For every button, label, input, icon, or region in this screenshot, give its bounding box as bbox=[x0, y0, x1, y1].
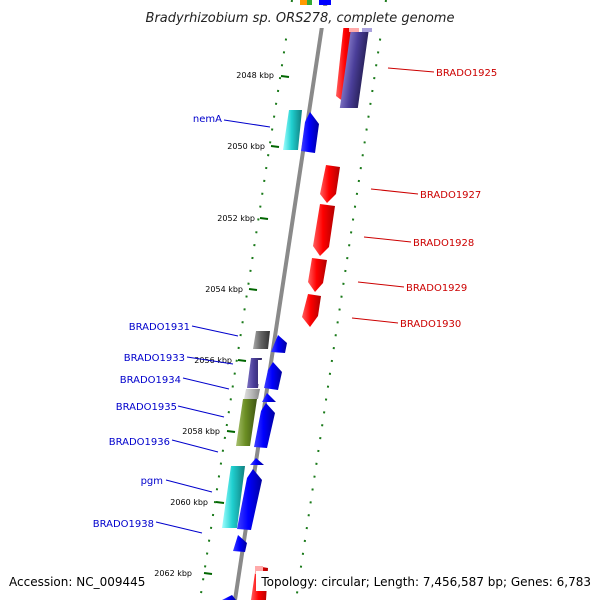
gene-bottom-blue bbox=[222, 595, 236, 600]
tick-label: 2050 kbp bbox=[227, 142, 265, 151]
gene-pgm-cyan bbox=[222, 466, 245, 528]
title-backdrop bbox=[138, 6, 464, 28]
gene-label-brado1931[interactable]: BRADO1931 bbox=[129, 322, 190, 333]
gene-green-partial bbox=[307, 0, 312, 5]
gene-label-brado1928[interactable]: BRADO1928 bbox=[413, 238, 474, 249]
gene-label-brado1929[interactable]: BRADO1929 bbox=[406, 283, 467, 294]
gene-blue-partial bbox=[319, 0, 331, 5]
gene-brado1934-blue bbox=[262, 393, 276, 402]
tick-marks bbox=[203, 75, 290, 575]
tick-label: 2054 kbp bbox=[205, 285, 243, 294]
gene-brado1930-arrow bbox=[302, 294, 321, 327]
gene-nema-cyan bbox=[283, 110, 302, 150]
gene-label-brado1927[interactable]: BRADO1927 bbox=[420, 190, 481, 201]
gene-pink-bottom bbox=[255, 566, 263, 574]
gene-brado1934-lightgray bbox=[244, 389, 260, 399]
map-title: Bradyrhizobium sp. ORS278, complete geno… bbox=[146, 11, 455, 26]
gene-purple-a bbox=[339, 32, 369, 108]
tick-label: 2052 kbp bbox=[217, 214, 255, 223]
gene-brado1933-blue bbox=[264, 362, 282, 390]
gene-blue-b bbox=[301, 112, 319, 153]
gene-brado1928-arrow bbox=[313, 204, 335, 256]
gene-pgm-blue bbox=[237, 469, 262, 530]
gene-label-brado1925[interactable]: BRADO1925 bbox=[436, 68, 497, 79]
accession-text: Accession: NC_009445 bbox=[9, 575, 145, 589]
gene-brado1933-white bbox=[258, 360, 262, 384]
topology-text: Topology: circular; Length: 7,456,587 bp… bbox=[260, 575, 591, 589]
gene-brado1931-gray bbox=[253, 331, 270, 349]
tick-label: 2048 kbp bbox=[236, 71, 274, 80]
gene-brado1935-blue bbox=[254, 403, 275, 448]
gene-brado1938-blue bbox=[233, 535, 247, 552]
gene-label-brado1933[interactable]: BRADO1933 bbox=[124, 353, 185, 364]
gene-brado1929-arrow bbox=[308, 258, 327, 292]
gene-label-nema[interactable]: nemA bbox=[193, 114, 222, 125]
footer-backdrop-left bbox=[4, 571, 150, 591]
gene-brado1931-blue bbox=[271, 335, 287, 353]
gene-brado1935-olive bbox=[236, 399, 257, 446]
gene-brado1927-arrow bbox=[320, 165, 340, 203]
forward-label-leaders bbox=[155, 119, 271, 534]
tick-label: 2058 kbp bbox=[182, 427, 220, 436]
gene-orange-partial bbox=[300, 0, 307, 5]
gene-label-pgm[interactable]: pgm bbox=[141, 476, 163, 487]
gene-small-blue bbox=[250, 458, 264, 465]
gene-label-brado1935[interactable]: BRADO1935 bbox=[116, 402, 177, 413]
gene-label-brado1934[interactable]: BRADO1934 bbox=[120, 375, 181, 386]
tick-label: 2060 kbp bbox=[170, 498, 208, 507]
footer-backdrop-right bbox=[256, 571, 594, 591]
reverse-label-leaders bbox=[351, 67, 435, 324]
gene-label-brado1938[interactable]: BRADO1938 bbox=[93, 519, 154, 530]
gene-label-brado1930[interactable]: BRADO1930 bbox=[400, 319, 461, 330]
gene-label-brado1936[interactable]: BRADO1936 bbox=[109, 437, 170, 448]
tick-label: 2062 kbp bbox=[154, 569, 192, 578]
